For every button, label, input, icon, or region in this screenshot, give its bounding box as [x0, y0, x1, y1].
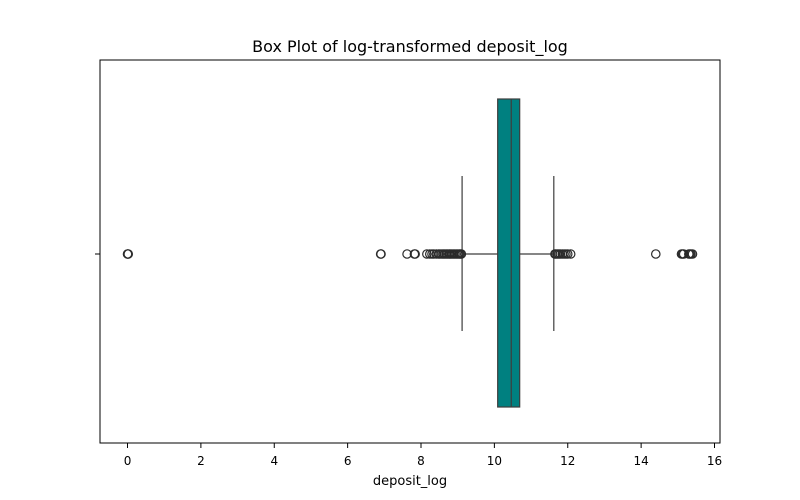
outlier-point — [123, 249, 134, 259]
chart-title: Box Plot of log-transformed deposit_log — [252, 37, 568, 57]
plot-area-frame — [99, 59, 721, 444]
plot-layer — [122, 98, 698, 408]
outlier-point — [687, 249, 698, 259]
outlier-point — [456, 249, 467, 259]
x-tick-label: 0 — [124, 454, 132, 468]
outlier-point — [410, 249, 420, 259]
x-axis-label: deposit_log — [373, 474, 447, 489]
x-tick-label: 14 — [633, 454, 648, 468]
x-tick-label: 12 — [560, 454, 575, 468]
outlier-point — [376, 249, 386, 259]
outlier-point — [562, 249, 573, 259]
outlier-point — [422, 249, 432, 259]
x-tick-label: 10 — [487, 454, 502, 468]
outlier-point — [650, 249, 661, 259]
x-tick-label: 16 — [707, 454, 722, 468]
x-tick-label: 8 — [417, 454, 425, 468]
box-iqr — [497, 98, 521, 408]
x-tick-label: 4 — [270, 454, 278, 468]
x-axis: 0 2 4 6 8 10 12 14 16 — [95, 253, 722, 468]
x-tick-label: 6 — [344, 454, 352, 468]
x-tick-label: 2 — [197, 454, 205, 468]
outlier-point — [565, 249, 576, 259]
